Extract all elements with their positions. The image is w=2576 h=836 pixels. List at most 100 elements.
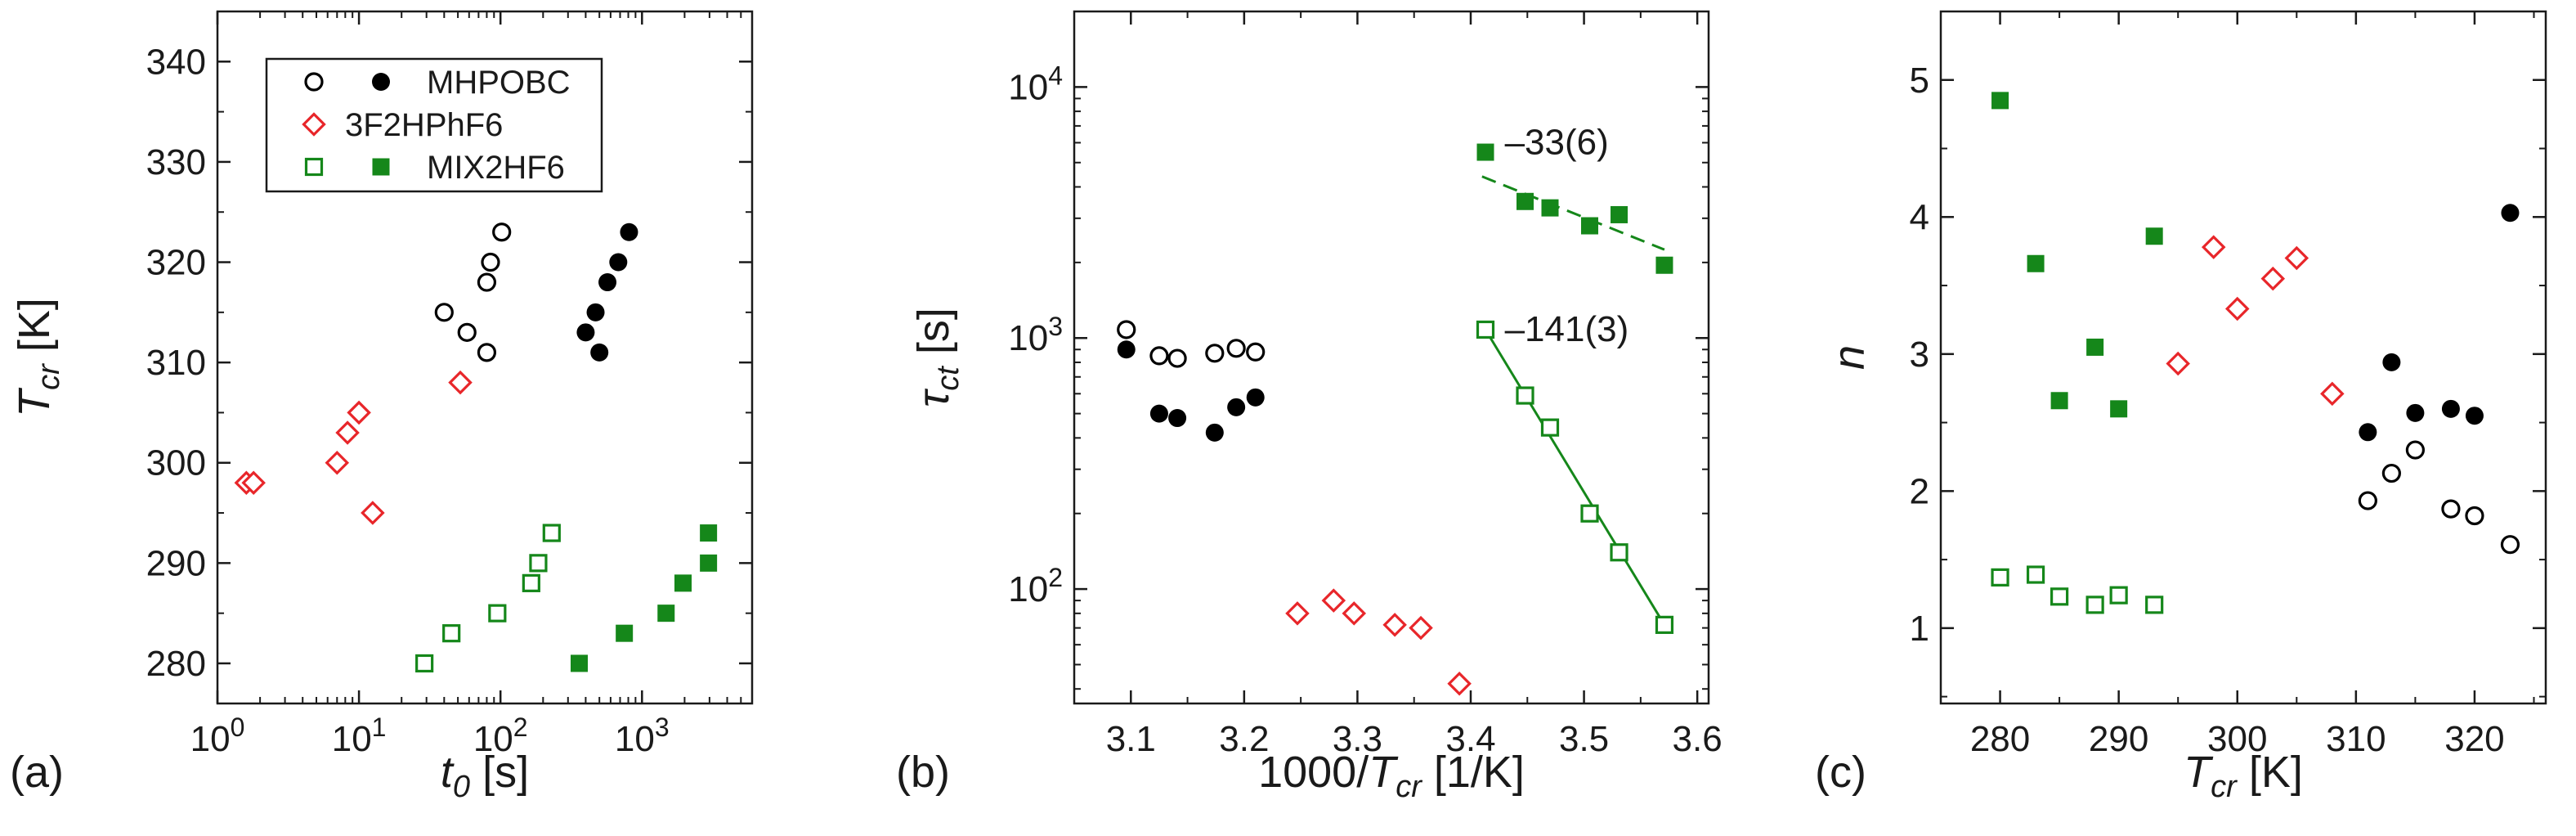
data-point (325, 450, 350, 475)
data-point (415, 654, 434, 673)
data-point (434, 303, 454, 322)
data-point (2382, 353, 2401, 371)
data-point (2201, 235, 2226, 259)
data-point (1610, 543, 1628, 562)
data-point (1516, 386, 1534, 405)
fit-line (1484, 329, 1666, 626)
data-point (2260, 266, 2286, 291)
data-point (2358, 491, 2377, 510)
data-point (1991, 92, 2009, 110)
legend-label: MHPOBC (427, 65, 571, 101)
y-tick-label: 103 (1008, 312, 1063, 358)
y-tick-label: 1 (1910, 609, 1929, 649)
data-point (2406, 403, 2425, 422)
y-tick-label: 3 (1910, 335, 1929, 375)
data-point (2027, 254, 2045, 272)
y-tick-label: 280 (146, 644, 206, 684)
x-axis-label: 1000/Tcr [1/K] (1258, 748, 1525, 804)
y-tick-label: 300 (146, 443, 206, 483)
x-tick-label: 320 (2444, 719, 2504, 759)
data-point (2381, 463, 2401, 483)
data-point (1541, 199, 1559, 217)
data-point (2166, 351, 2190, 376)
data-point (2050, 587, 2069, 606)
x-tick-label: 280 (1970, 719, 2030, 759)
data-point (2405, 440, 2425, 460)
data-point (2320, 381, 2345, 407)
data-point (522, 573, 540, 592)
y-axis-label: τct [s] (909, 308, 965, 407)
panel-label: (a) (10, 748, 64, 797)
data-point (1205, 344, 1225, 363)
y-tick-label: 310 (146, 343, 206, 383)
data-point (570, 654, 588, 672)
data-point (1476, 143, 1494, 161)
x-tick-label: 100 (190, 712, 245, 759)
x-tick-label: 3.4 (1445, 719, 1495, 759)
y-tick-label: 320 (146, 243, 206, 283)
data-point (1246, 342, 1266, 362)
y-axis-label: Tcr [K] (10, 298, 66, 417)
y-tick-label: 4 (1910, 197, 1929, 237)
data-point (1246, 388, 1265, 407)
data-point (1117, 320, 1136, 339)
data-point (1540, 418, 1560, 437)
data-point (1321, 588, 1346, 613)
data-point (2145, 596, 2164, 614)
x-tick-label: 3.5 (1559, 719, 1609, 759)
data-point (2465, 506, 2484, 526)
data-point (488, 604, 507, 623)
x-axis-label: Tcr [K] (2184, 748, 2303, 804)
data-point (1409, 615, 1433, 640)
data-point (2026, 565, 2045, 584)
data-point (586, 303, 605, 321)
legend-label: 3F2HPhF6 (345, 107, 503, 143)
panel-label: (b) (896, 748, 950, 797)
data-point (674, 574, 692, 592)
data-point (241, 470, 266, 496)
y-tick-label: 340 (146, 42, 206, 82)
data-point (2085, 596, 2104, 614)
fit-slope-annotation: –141(3) (1505, 309, 1629, 349)
data-point (2145, 227, 2163, 245)
data-point (1580, 504, 1599, 523)
legend-marker (372, 158, 390, 176)
legend: MHPOBC 3F2HPhF6 MIX2HF6 (265, 57, 603, 193)
data-point (481, 252, 500, 272)
y-tick-label: 290 (146, 543, 206, 583)
panel-label: (c) (1815, 748, 1866, 797)
data-point (1991, 568, 2009, 587)
data-point (1226, 339, 1246, 358)
data-point (1168, 409, 1187, 428)
x-tick-label: 103 (615, 712, 670, 759)
data-point (2109, 586, 2128, 605)
data-point (1447, 671, 1472, 696)
data-point (1655, 615, 1674, 634)
data-point (2501, 204, 2520, 222)
legend-marker (304, 72, 324, 92)
data-point (2441, 499, 2461, 519)
x-tick-label: 3.3 (1333, 719, 1382, 759)
data-point (2224, 296, 2250, 321)
x-tick-label: 290 (2089, 719, 2148, 759)
panel-2: 280 290 300 310 320 1 2 3 4 5 Tcr [K] n (c) (1815, 10, 2547, 804)
y-tick-label: 104 (1008, 61, 1063, 107)
data-point (477, 343, 497, 362)
data-point (347, 400, 371, 425)
data-point (2465, 407, 2484, 425)
data-point (576, 323, 595, 342)
data-point (1285, 601, 1310, 626)
data-point (1205, 423, 1224, 442)
x-tick-label: 300 (2207, 719, 2267, 759)
data-point (700, 554, 718, 572)
x-tick-label: 3.6 (1673, 719, 1723, 759)
data-point (2284, 245, 2309, 271)
data-point (448, 370, 473, 395)
y-tick-label: 102 (1008, 563, 1063, 609)
data-point (492, 222, 512, 242)
data-point (2050, 392, 2068, 410)
data-point (657, 605, 675, 623)
legend-marker (372, 73, 390, 91)
data-point (1655, 256, 1673, 274)
